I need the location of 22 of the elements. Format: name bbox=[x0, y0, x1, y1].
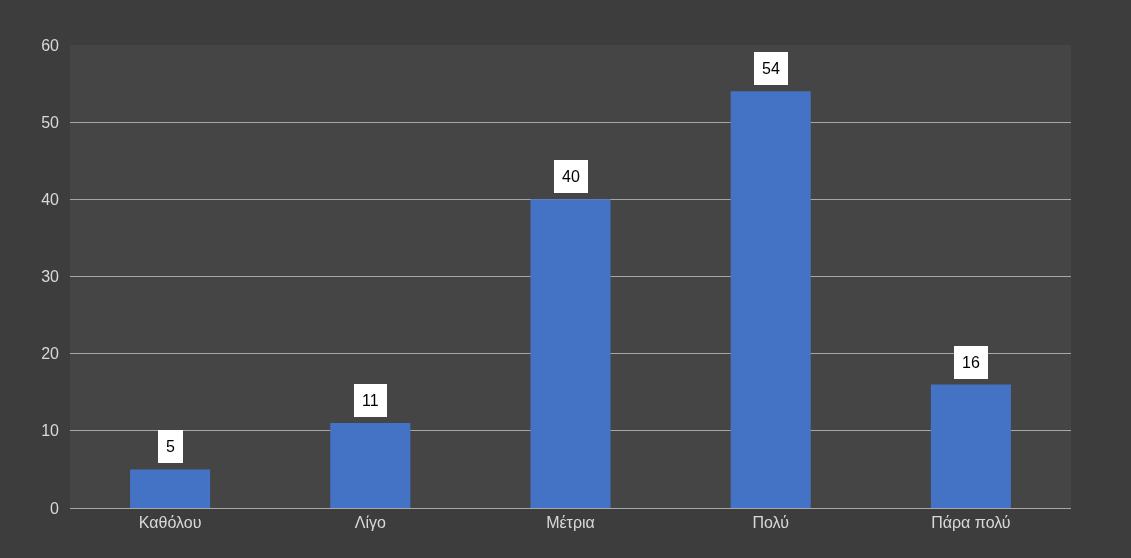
x-tick-label: Πολύ bbox=[752, 514, 789, 532]
x-tick-label: Λίγο bbox=[354, 514, 386, 532]
x-tick-label: Πάρα πολύ bbox=[931, 514, 1011, 532]
data-label: 5 bbox=[166, 438, 175, 455]
y-tick-label: 40 bbox=[41, 190, 60, 208]
bar bbox=[130, 469, 211, 508]
x-tick-label: Μέτρια bbox=[546, 514, 595, 532]
y-tick-label: 20 bbox=[41, 345, 60, 363]
y-tick-label: 60 bbox=[41, 36, 60, 54]
bar bbox=[930, 384, 1011, 508]
y-tick-label: 10 bbox=[41, 422, 60, 440]
y-tick-label: 0 bbox=[50, 499, 60, 517]
y-tick-label: 30 bbox=[41, 268, 60, 286]
data-label: 54 bbox=[762, 60, 780, 77]
bar bbox=[730, 91, 811, 508]
x-tick-label: Καθόλου bbox=[138, 514, 202, 532]
bar bbox=[330, 423, 411, 508]
data-label: 11 bbox=[362, 392, 379, 409]
data-label: 16 bbox=[962, 354, 980, 371]
bar bbox=[530, 199, 611, 508]
data-label: 40 bbox=[562, 168, 580, 185]
y-tick-label: 50 bbox=[41, 113, 60, 131]
